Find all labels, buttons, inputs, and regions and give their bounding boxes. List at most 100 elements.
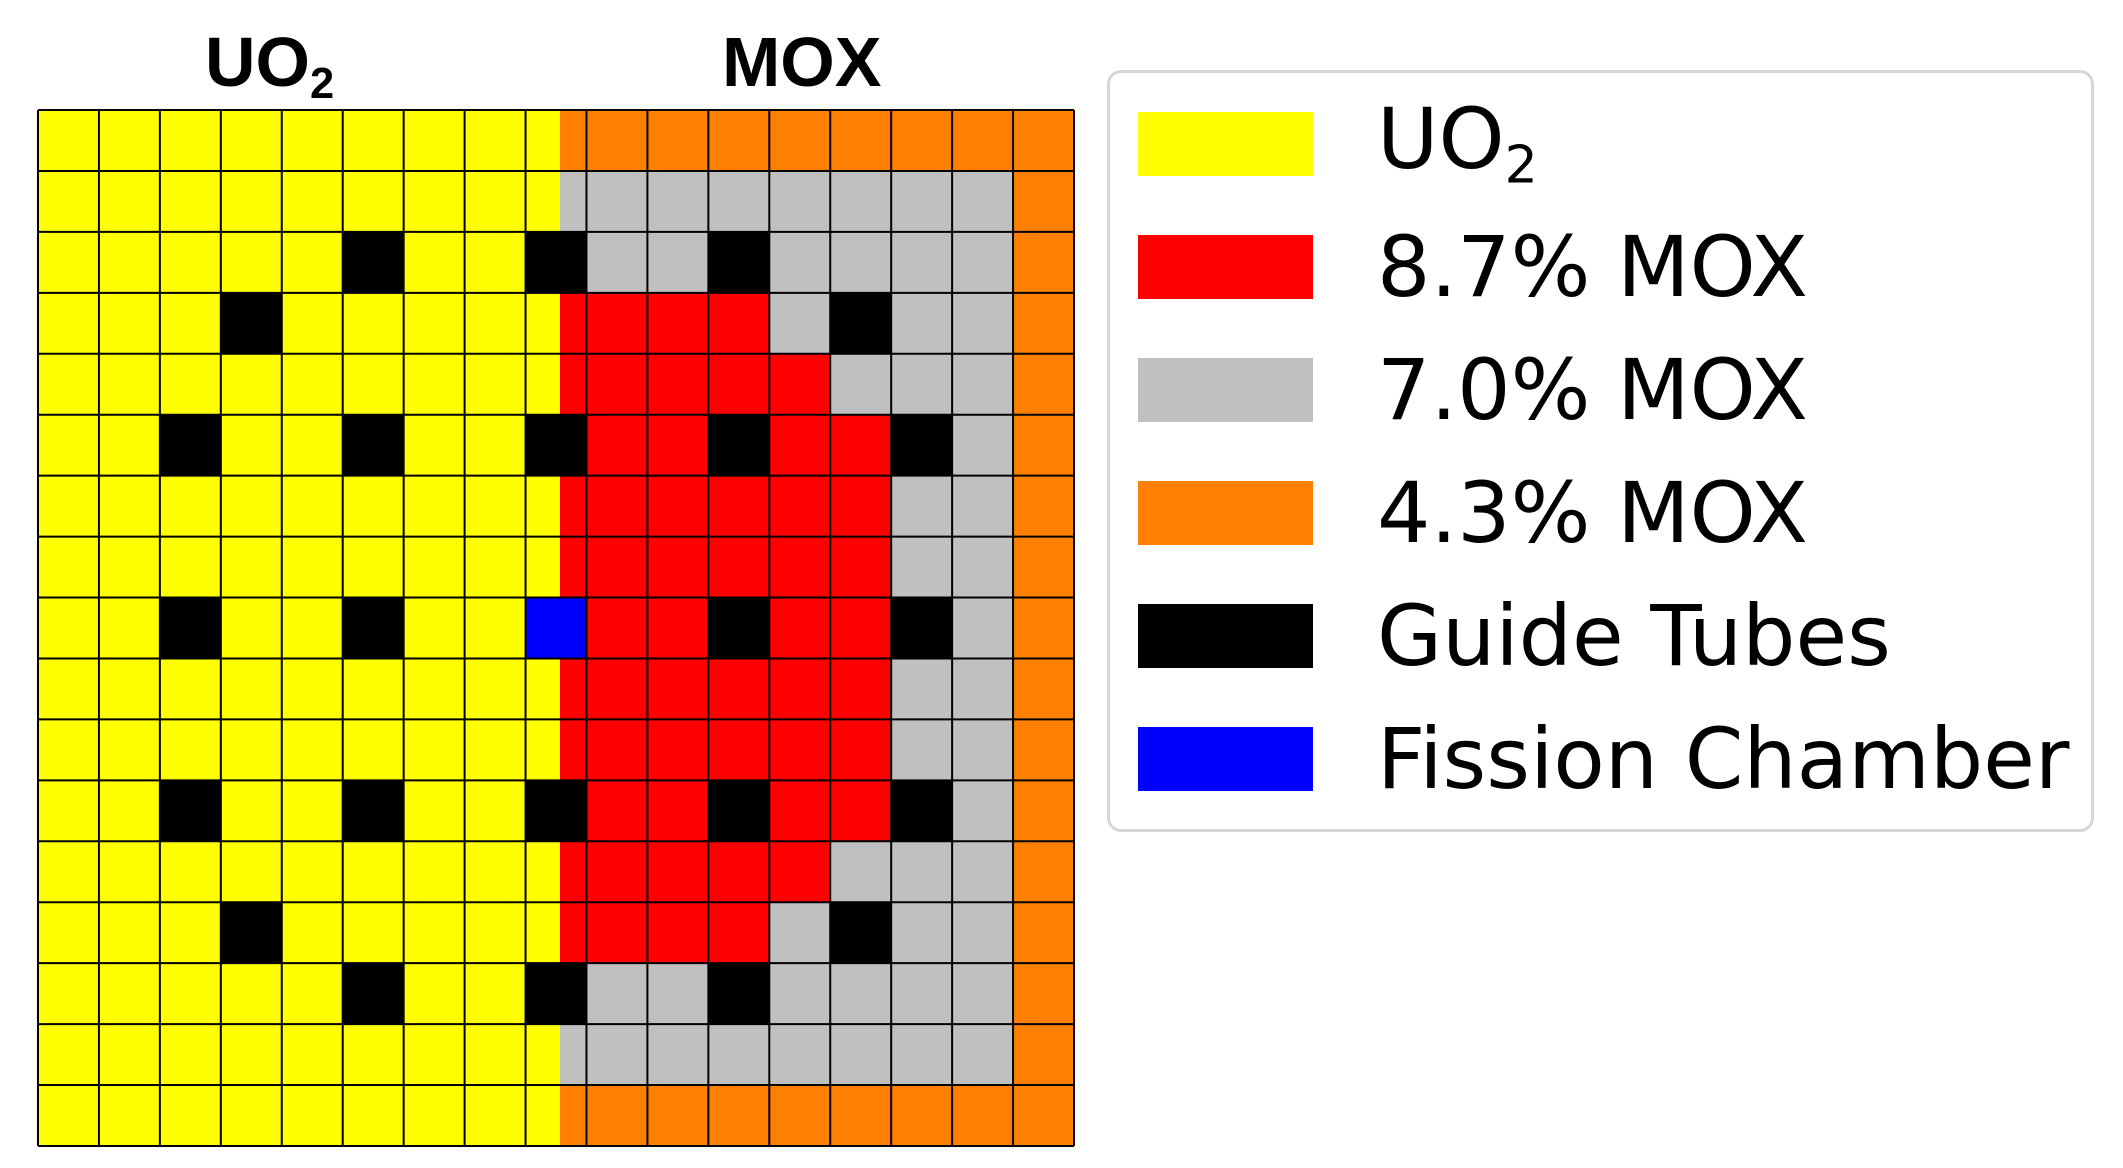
pin-guide-tube [342, 780, 404, 842]
pin-uo2 [220, 414, 282, 476]
pin-mox-8-7 [830, 414, 892, 476]
pin-uo2 [403, 231, 465, 293]
pin-mox-8-7 [586, 597, 648, 659]
pin-mox-4-3 [830, 110, 892, 171]
pin-uo2 [342, 902, 404, 964]
pin-mox-8-7 [830, 780, 892, 842]
pin-mox-8-7 [586, 353, 648, 415]
pin-uo2 [464, 414, 526, 476]
pin-uo2 [464, 963, 526, 1025]
pin-guide-tube [891, 597, 953, 659]
pin-uo2 [464, 1085, 526, 1146]
pin-uo2 [403, 475, 465, 537]
pin-uo2 [38, 170, 99, 232]
pin-mox-4-3 [952, 1085, 1014, 1146]
pin-guide-tube [891, 780, 953, 842]
pin-guide-tube [830, 292, 892, 354]
mox-header: MOX [722, 23, 882, 101]
pin-mox-7-0 [830, 231, 892, 293]
pin-mox-8-7 [769, 536, 831, 598]
pin-uo2 [38, 719, 99, 781]
pin-mox-7-0 [830, 353, 892, 415]
pin-uo2 [38, 841, 99, 903]
pin-uo2 [98, 536, 160, 598]
pin-uo2 [525, 353, 560, 415]
pin-guide-tube [159, 780, 221, 842]
pin-guide-tube [342, 414, 404, 476]
pin-uo2 [464, 292, 526, 354]
pin-uo2 [220, 231, 282, 293]
legend-label-guide-tubes: Guide Tubes [1377, 587, 1891, 685]
pin-uo2 [464, 841, 526, 903]
pin-uo2 [342, 1024, 404, 1086]
pin-uo2 [220, 536, 282, 598]
pin-mox-8-7 [647, 841, 709, 903]
pin-guide-tube [342, 963, 404, 1025]
pin-uo2 [159, 1085, 221, 1146]
pin-mox-4-3 [1013, 597, 1074, 659]
pin-uo2 [220, 170, 282, 232]
pin-mox-4-3 [1013, 231, 1074, 293]
pin-mox-7-0 [891, 292, 953, 354]
pin-mox-7-0 [647, 231, 709, 293]
pin-uo2 [38, 780, 99, 842]
pin-mox-8-7-seam [560, 719, 587, 781]
pin-uo2 [220, 597, 282, 659]
pin-mox-7-0 [891, 475, 953, 537]
pin-uo2 [464, 170, 526, 232]
pin-uo2 [38, 1085, 99, 1146]
pin-mox-7-0 [708, 170, 770, 232]
pin-mox-8-7 [647, 902, 709, 964]
pin-uo2 [525, 658, 560, 720]
pin-mox-8-7 [586, 719, 648, 781]
pin-uo2 [464, 231, 526, 293]
legend-label-mox-4-3: 4.3% MOX [1377, 464, 1808, 562]
pin-mox-7-0 [769, 902, 831, 964]
pin-mox-4-3 [769, 1085, 831, 1146]
pin-mox-8-7 [647, 780, 709, 842]
pin-mox-8-7 [830, 658, 892, 720]
pin-uo2 [98, 780, 160, 842]
pin-uo2 [159, 292, 221, 354]
pin-uo2 [464, 719, 526, 781]
legend-swatch-fission-chamber [1138, 727, 1313, 791]
pin-mox-7-0 [586, 963, 648, 1025]
pin-mox-7-0 [952, 841, 1014, 903]
pin-uo2 [342, 1085, 404, 1146]
pin-uo2 [38, 110, 99, 171]
pin-uo2 [525, 902, 560, 964]
pin-uo2 [98, 597, 160, 659]
pin-mox-7-0 [830, 963, 892, 1025]
pin-mox-8-7 [647, 719, 709, 781]
pin-mox-7-0 [708, 1024, 770, 1086]
pin-guide-tube [891, 414, 953, 476]
pin-uo2 [464, 780, 526, 842]
pin-guide-tube [525, 231, 587, 293]
pin-mox-8-7 [586, 902, 648, 964]
pin-mox-8-7 [586, 780, 648, 842]
pin-uo2 [403, 1024, 465, 1086]
pin-mox-4-3 [708, 1085, 770, 1146]
pin-uo2 [220, 841, 282, 903]
legend-label-mox-8-7: 8.7% MOX [1377, 218, 1808, 316]
pin-mox-4-3 [1013, 658, 1074, 720]
pin-mox-8-7 [647, 414, 709, 476]
pin-mox-8-7 [586, 536, 648, 598]
pin-mox-8-7 [647, 292, 709, 354]
pin-mox-4-3 [1013, 292, 1074, 354]
pin-mox-8-7 [647, 475, 709, 537]
pin-uo2 [220, 1085, 282, 1146]
pin-mox-4-3 [952, 110, 1014, 171]
pin-mox-7-0 [830, 1024, 892, 1086]
pin-mox-4-3 [1013, 170, 1074, 232]
pin-mox-4-3 [647, 1085, 709, 1146]
pin-mox-8-7 [830, 719, 892, 781]
pin-mox-7-0 [952, 597, 1014, 659]
pin-uo2 [98, 963, 160, 1025]
pin-mox-7-0 [769, 231, 831, 293]
pin-uo2 [342, 353, 404, 415]
pin-guide-tube [830, 902, 892, 964]
pin-uo2 [220, 658, 282, 720]
pin-mox-7-0 [891, 719, 953, 781]
pin-uo2 [342, 658, 404, 720]
